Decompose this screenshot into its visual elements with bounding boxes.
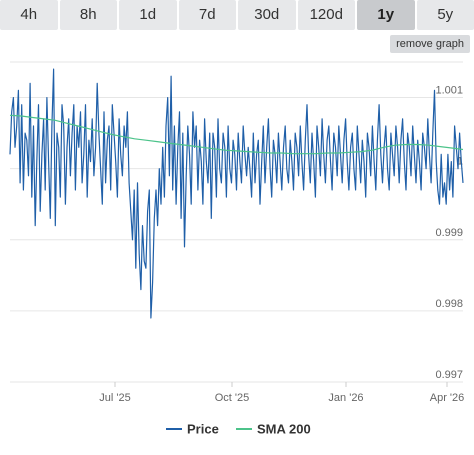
tab-8h[interactable]: 8h	[59, 0, 117, 30]
y-tick-label: 0.998	[435, 298, 463, 310]
price-series-line	[9, 68, 464, 319]
x-tick-label: Oct '25	[215, 392, 250, 404]
x-tick-label: Jul '25	[99, 392, 130, 404]
tab-4h[interactable]: 4h	[0, 0, 58, 30]
y-tick-label: 0.997	[435, 369, 463, 381]
y-tick-label: 1	[457, 156, 463, 168]
tab-5y[interactable]: 5y	[416, 0, 474, 30]
x-tick-label: Jan '26	[328, 392, 363, 404]
tab-7d[interactable]: 7d	[178, 0, 236, 30]
tab-120d[interactable]: 120d	[297, 0, 355, 30]
timeframe-tabs: 4h 8h 1d 7d 30d 120d 1y 5y	[0, 0, 474, 30]
legend-price-label[interactable]: Price	[187, 422, 219, 437]
tab-1d[interactable]: 1d	[119, 0, 177, 30]
tab-1y[interactable]: 1y	[357, 0, 415, 30]
remove-graph-button[interactable]: remove graph	[390, 35, 470, 53]
legend-sma-200-label[interactable]: SMA 200	[257, 422, 311, 437]
y-tick-label: 0.999	[435, 227, 463, 239]
y-tick-label: 1.001	[435, 85, 463, 97]
sma-200-series-line	[9, 114, 464, 155]
tab-30d[interactable]: 30d	[238, 0, 296, 30]
x-tick-label: Apr '26	[430, 392, 465, 404]
